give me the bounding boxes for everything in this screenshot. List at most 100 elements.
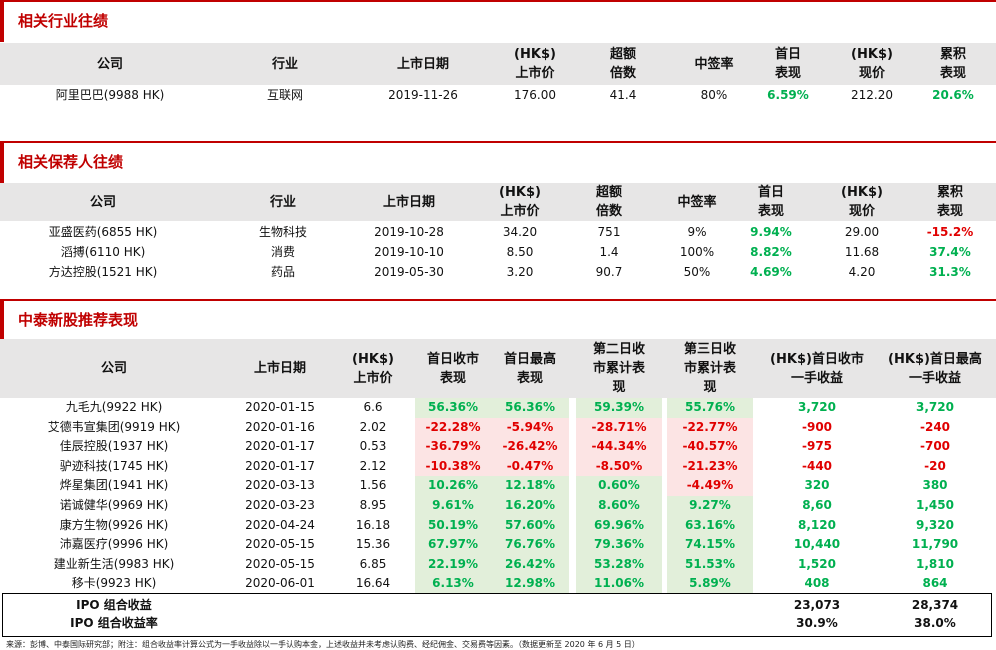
s1-column-header: 上市日期	[396, 56, 449, 72]
s2-table-cell: 4.69%	[750, 265, 792, 279]
s3-table-cell: 建业新生活(9983 HK)	[53, 556, 175, 571]
s1-column-header: 上市价	[515, 66, 555, 81]
s3-column-header: 表现	[516, 370, 543, 386]
s1-table-cell: 80%	[700, 88, 728, 102]
s2-table-cell: 90.7	[595, 265, 623, 279]
s3-table-cell: 沛嘉医疗(9996 HK)	[59, 537, 169, 552]
total-first-high-value: 38.0%	[914, 616, 956, 630]
s2-header-bar	[0, 183, 996, 221]
s3-table-cell: 9.27%	[667, 496, 753, 516]
s3-table-cell: -10.38%	[414, 456, 492, 477]
s2-column-header: (HK$)	[841, 185, 883, 200]
s3-table-cell: -22.28%	[414, 417, 492, 438]
s2-table-cell: 9.94%	[750, 225, 792, 239]
s2-table-cell: -15.2%	[926, 225, 974, 239]
s3-table-cell: -26.42%	[491, 437, 569, 457]
s2-table-cell: 9%	[687, 225, 707, 239]
s3-column-header: 首日最高	[503, 351, 556, 367]
s1-column-header: 行业	[271, 56, 298, 72]
s3-table-cell: 11,790	[911, 537, 959, 552]
total-first-high-value: 28,374	[911, 598, 959, 612]
s3-table-cell: -28.71%	[576, 417, 662, 438]
s3-table-cell: 九毛九(9922 HK)	[65, 400, 163, 414]
portfolio-totals-box	[2, 593, 992, 637]
s3-table-cell: -8.50%	[576, 456, 662, 477]
s3-table-cell: 67.97%	[414, 535, 492, 555]
s3-column-header: 第三日收	[683, 342, 736, 357]
s3-table-cell: 5.89%	[667, 574, 753, 594]
s3-table-cell: 2020-03-13	[245, 478, 315, 493]
s3-table-cell: 76.76%	[491, 535, 569, 555]
s1-table-cell: 176.00	[514, 88, 556, 102]
s2-column-header: 表现	[936, 204, 963, 219]
s2-table-cell: 2019-10-28	[374, 225, 444, 239]
s3-table-cell: -4.49%	[667, 476, 753, 496]
s2-section-header: 相关保荐人往绩	[0, 141, 996, 183]
s3-table-cell: -36.79%	[414, 437, 492, 457]
s3-table-cell: 16.18	[355, 517, 391, 532]
s3-table-cell: 16.64	[355, 576, 391, 591]
s3-table-cell: 佳辰控股(1937 HK)	[59, 439, 169, 454]
s1-column-header: 中签率	[694, 56, 734, 72]
s3-table-cell: 0.53	[359, 439, 387, 454]
s2-column-header: 上市价	[500, 204, 540, 219]
s1-column-header: 累积	[939, 47, 966, 62]
s3-table-cell: 2020-05-15	[245, 537, 315, 552]
s3-table-cell: -44.34%	[576, 437, 662, 457]
s3-table-cell: 艾德韦宣集团(9919 HK)	[47, 419, 181, 434]
s3-table-cell: 12.98%	[491, 574, 569, 594]
total-label: IPO 组合收益	[76, 598, 152, 612]
s1-table-cell: 6.59%	[767, 88, 809, 102]
s3-table-cell: 16.20%	[491, 496, 569, 516]
s3-table-cell: 2020-03-23	[245, 498, 315, 512]
s3-table-cell: 3,720	[798, 400, 836, 414]
s1-column-header: 首日	[774, 47, 801, 62]
s3-table-cell: -700	[919, 439, 951, 454]
s3-table-cell: 康方生物(9926 HK)	[59, 517, 169, 532]
s3-table-cell: 2.02	[359, 419, 387, 434]
s3-column-header: 一手收益	[790, 370, 843, 386]
s3-table-cell: 59.39%	[576, 398, 662, 418]
s3-column-header: 首日收市	[426, 351, 479, 367]
s3-column-header: (HK$)首日收市	[770, 351, 864, 367]
s2-table-cell: 11.68	[844, 245, 880, 259]
s3-table-cell: 864	[922, 576, 948, 591]
s2-table-cell: 100%	[679, 245, 715, 259]
s1-column-header: 表现	[939, 66, 966, 81]
s3-table-cell: -22.77%	[667, 417, 753, 438]
s3-table-cell: 2020-01-17	[245, 458, 315, 473]
s2-table-cell: 50%	[683, 265, 711, 279]
s3-table-cell: 26.42%	[491, 554, 569, 575]
s3-table-cell: 9,320	[916, 517, 954, 532]
s3-column-header: (HK$)	[352, 351, 394, 367]
s3-table-cell: 驴迹科技(1745 HK)	[59, 458, 169, 473]
s1-section-title: 相关行业往绩	[18, 12, 109, 30]
s2-table-cell: 751	[597, 225, 621, 239]
s3-table-cell: 9.61%	[414, 496, 492, 516]
s2-column-header: 公司	[89, 194, 116, 210]
s3-table-cell: 烨星集团(1941 HK)	[59, 478, 169, 493]
s2-column-header: 上市日期	[382, 194, 435, 210]
total-first-close-value: 30.9%	[796, 616, 838, 630]
s3-table-cell: 22.19%	[414, 554, 492, 575]
s2-table-cell: 37.4%	[929, 245, 971, 259]
s3-table-cell: 3,720	[916, 400, 954, 414]
s3-table-cell: 56.36%	[491, 398, 569, 418]
s3-column-header: 现	[703, 380, 717, 395]
s3-table-cell: 320	[804, 478, 830, 493]
s2-table-cell: 3.20	[506, 265, 534, 279]
s3-column-header: 现	[612, 380, 626, 395]
s3-table-cell: 2020-01-17	[245, 439, 315, 454]
s3-table-cell: 2020-04-24	[245, 517, 315, 532]
s1-column-header: (HK$)	[851, 47, 893, 62]
s3-table-cell: 79.36%	[576, 535, 662, 555]
s3-table-cell: 8.95	[359, 498, 387, 512]
s3-table-cell: 诺诚健华(9969 HK)	[59, 498, 169, 512]
s1-header-accent	[0, 2, 4, 42]
s2-table-cell: 药品	[270, 265, 295, 279]
s3-table-cell: 2020-01-15	[245, 400, 315, 414]
s3-table-cell: 53.28%	[576, 554, 662, 575]
s2-table-cell: 2019-10-10	[374, 245, 444, 259]
s3-table-cell: 57.60%	[491, 515, 569, 536]
s3-table-cell: 55.76%	[667, 398, 753, 418]
